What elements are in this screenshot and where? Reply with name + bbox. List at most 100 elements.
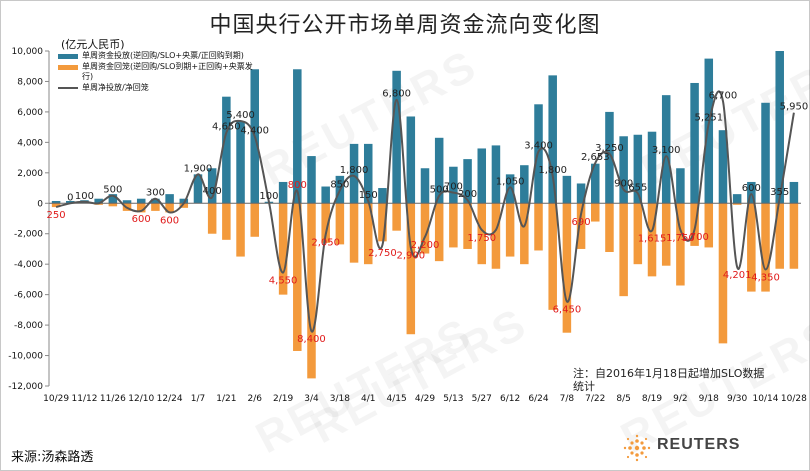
bar-withdraw — [349, 203, 359, 263]
bar-withdraw — [633, 203, 643, 265]
bar-inject — [605, 111, 614, 204]
y-tick-label: -4,000 — [14, 260, 43, 270]
data-label: 2,653 — [581, 152, 610, 163]
data-label: 4,201 — [723, 270, 752, 281]
bar-withdraw — [562, 203, 572, 333]
data-label: 0 — [67, 192, 73, 203]
x-tick-label: 1/7 — [191, 394, 205, 404]
legend-label-withdraw: 单周资金回笼(逆回购/SLO到期+正回购+央票发行) — [82, 62, 253, 81]
y-tick-label: 6,000 — [17, 108, 43, 118]
bar-inject — [520, 165, 529, 204]
bar-withdraw — [775, 203, 784, 269]
x-tick-label: 3/18 — [330, 394, 350, 404]
bar-inject — [165, 194, 174, 204]
bar-inject — [108, 194, 118, 204]
bar-inject — [463, 159, 472, 204]
data-label: 5,950 — [780, 102, 809, 113]
bar-withdraw — [179, 203, 189, 208]
bar-withdraw — [278, 203, 288, 295]
x-tick-label: 9/30 — [727, 394, 747, 404]
x-tick-label: 10/29 — [43, 394, 69, 404]
source-label: 来源:汤森路透 — [11, 450, 94, 465]
net-line — [55, 90, 795, 333]
legend-item-inject: 单周资金投放(逆回购/SLO+央票/正回购到期) — [56, 51, 261, 61]
data-label: 5,251 — [694, 112, 723, 123]
bar-withdraw — [378, 203, 387, 242]
data-label: 3,250 — [595, 143, 624, 154]
reuters-logo-icon — [623, 434, 651, 462]
data-label: 5,400 — [226, 110, 255, 121]
data-label: 150 — [359, 190, 378, 201]
bar-inject — [349, 143, 359, 204]
bar-inject — [505, 174, 515, 204]
data-label: 1,800 — [538, 165, 567, 176]
data-label: 600 — [132, 214, 151, 225]
bar-inject — [179, 198, 189, 204]
bar-withdraw — [236, 203, 245, 257]
y-tick-label: 2,000 — [17, 169, 43, 179]
bar-withdraw — [136, 203, 146, 213]
data-label: 6,800 — [382, 89, 411, 100]
x-tick-label: 4/29 — [415, 394, 435, 404]
data-label: 300 — [146, 188, 165, 199]
data-label: 1,900 — [184, 163, 213, 174]
bar-withdraw — [477, 203, 487, 265]
bar-inject — [732, 194, 742, 204]
bar-withdraw — [420, 203, 430, 254]
data-label: 700 — [444, 182, 463, 193]
bar-inject — [775, 51, 784, 204]
bar-inject — [207, 168, 217, 204]
bar-inject — [363, 143, 373, 204]
data-label: 4,350 — [751, 273, 780, 284]
y-tick-label: 8,000 — [17, 77, 43, 87]
unit-label: (亿元人民币) — [61, 38, 125, 51]
x-tick-label: 9/18 — [699, 394, 719, 404]
data-label: 900 — [614, 179, 633, 190]
bar-withdraw — [463, 203, 472, 249]
bar-withdraw — [392, 203, 401, 231]
bar-withdraw — [321, 203, 330, 243]
bar-withdraw — [548, 203, 557, 310]
bar-withdraw — [363, 203, 373, 265]
x-tick-label: 6/24 — [528, 394, 548, 404]
data-label: 800 — [288, 180, 307, 191]
bar-inject — [676, 168, 685, 204]
data-label: 2,750 — [368, 248, 397, 259]
legend-line-net — [58, 87, 78, 89]
bar-inject — [718, 130, 728, 204]
bar-inject — [136, 198, 146, 204]
bar-inject — [704, 58, 714, 204]
bar-withdraw — [434, 203, 444, 262]
bar-withdraw — [661, 203, 671, 266]
bar-withdraw — [704, 203, 714, 248]
bar-inject — [661, 95, 671, 204]
bar-withdraw — [307, 203, 316, 379]
bar-inject — [151, 198, 160, 204]
bar-withdraw — [165, 203, 174, 213]
reuters-logo: REUTERS — [621, 433, 801, 463]
bar-inject — [591, 163, 600, 204]
data-label: 1,800 — [340, 165, 369, 176]
bar-inject — [647, 131, 657, 204]
y-tick-label: -6,000 — [14, 291, 43, 301]
bar-withdraw — [591, 203, 600, 222]
y-tick-label: -12,000 — [8, 382, 43, 392]
data-label: 6,450 — [553, 304, 582, 315]
bar-inject — [633, 134, 643, 204]
bar-inject — [378, 188, 387, 204]
x-tick-label: 11/26 — [100, 394, 126, 404]
bar-withdraw — [491, 203, 501, 269]
bar-withdraw — [406, 203, 416, 335]
bar-inject — [420, 168, 430, 204]
data-label: 600 — [742, 183, 761, 194]
legend-swatch-withdraw — [58, 65, 78, 70]
data-label: 4,400 — [240, 125, 269, 136]
data-label: 655 — [628, 182, 647, 193]
bar-inject — [222, 96, 231, 204]
data-label: 6,700 — [709, 90, 738, 101]
data-label: 4,650 — [212, 121, 241, 132]
bar-withdraw — [207, 203, 217, 234]
bar-withdraw — [293, 203, 302, 351]
bar-inject — [293, 69, 302, 204]
bar-inject — [789, 181, 799, 204]
